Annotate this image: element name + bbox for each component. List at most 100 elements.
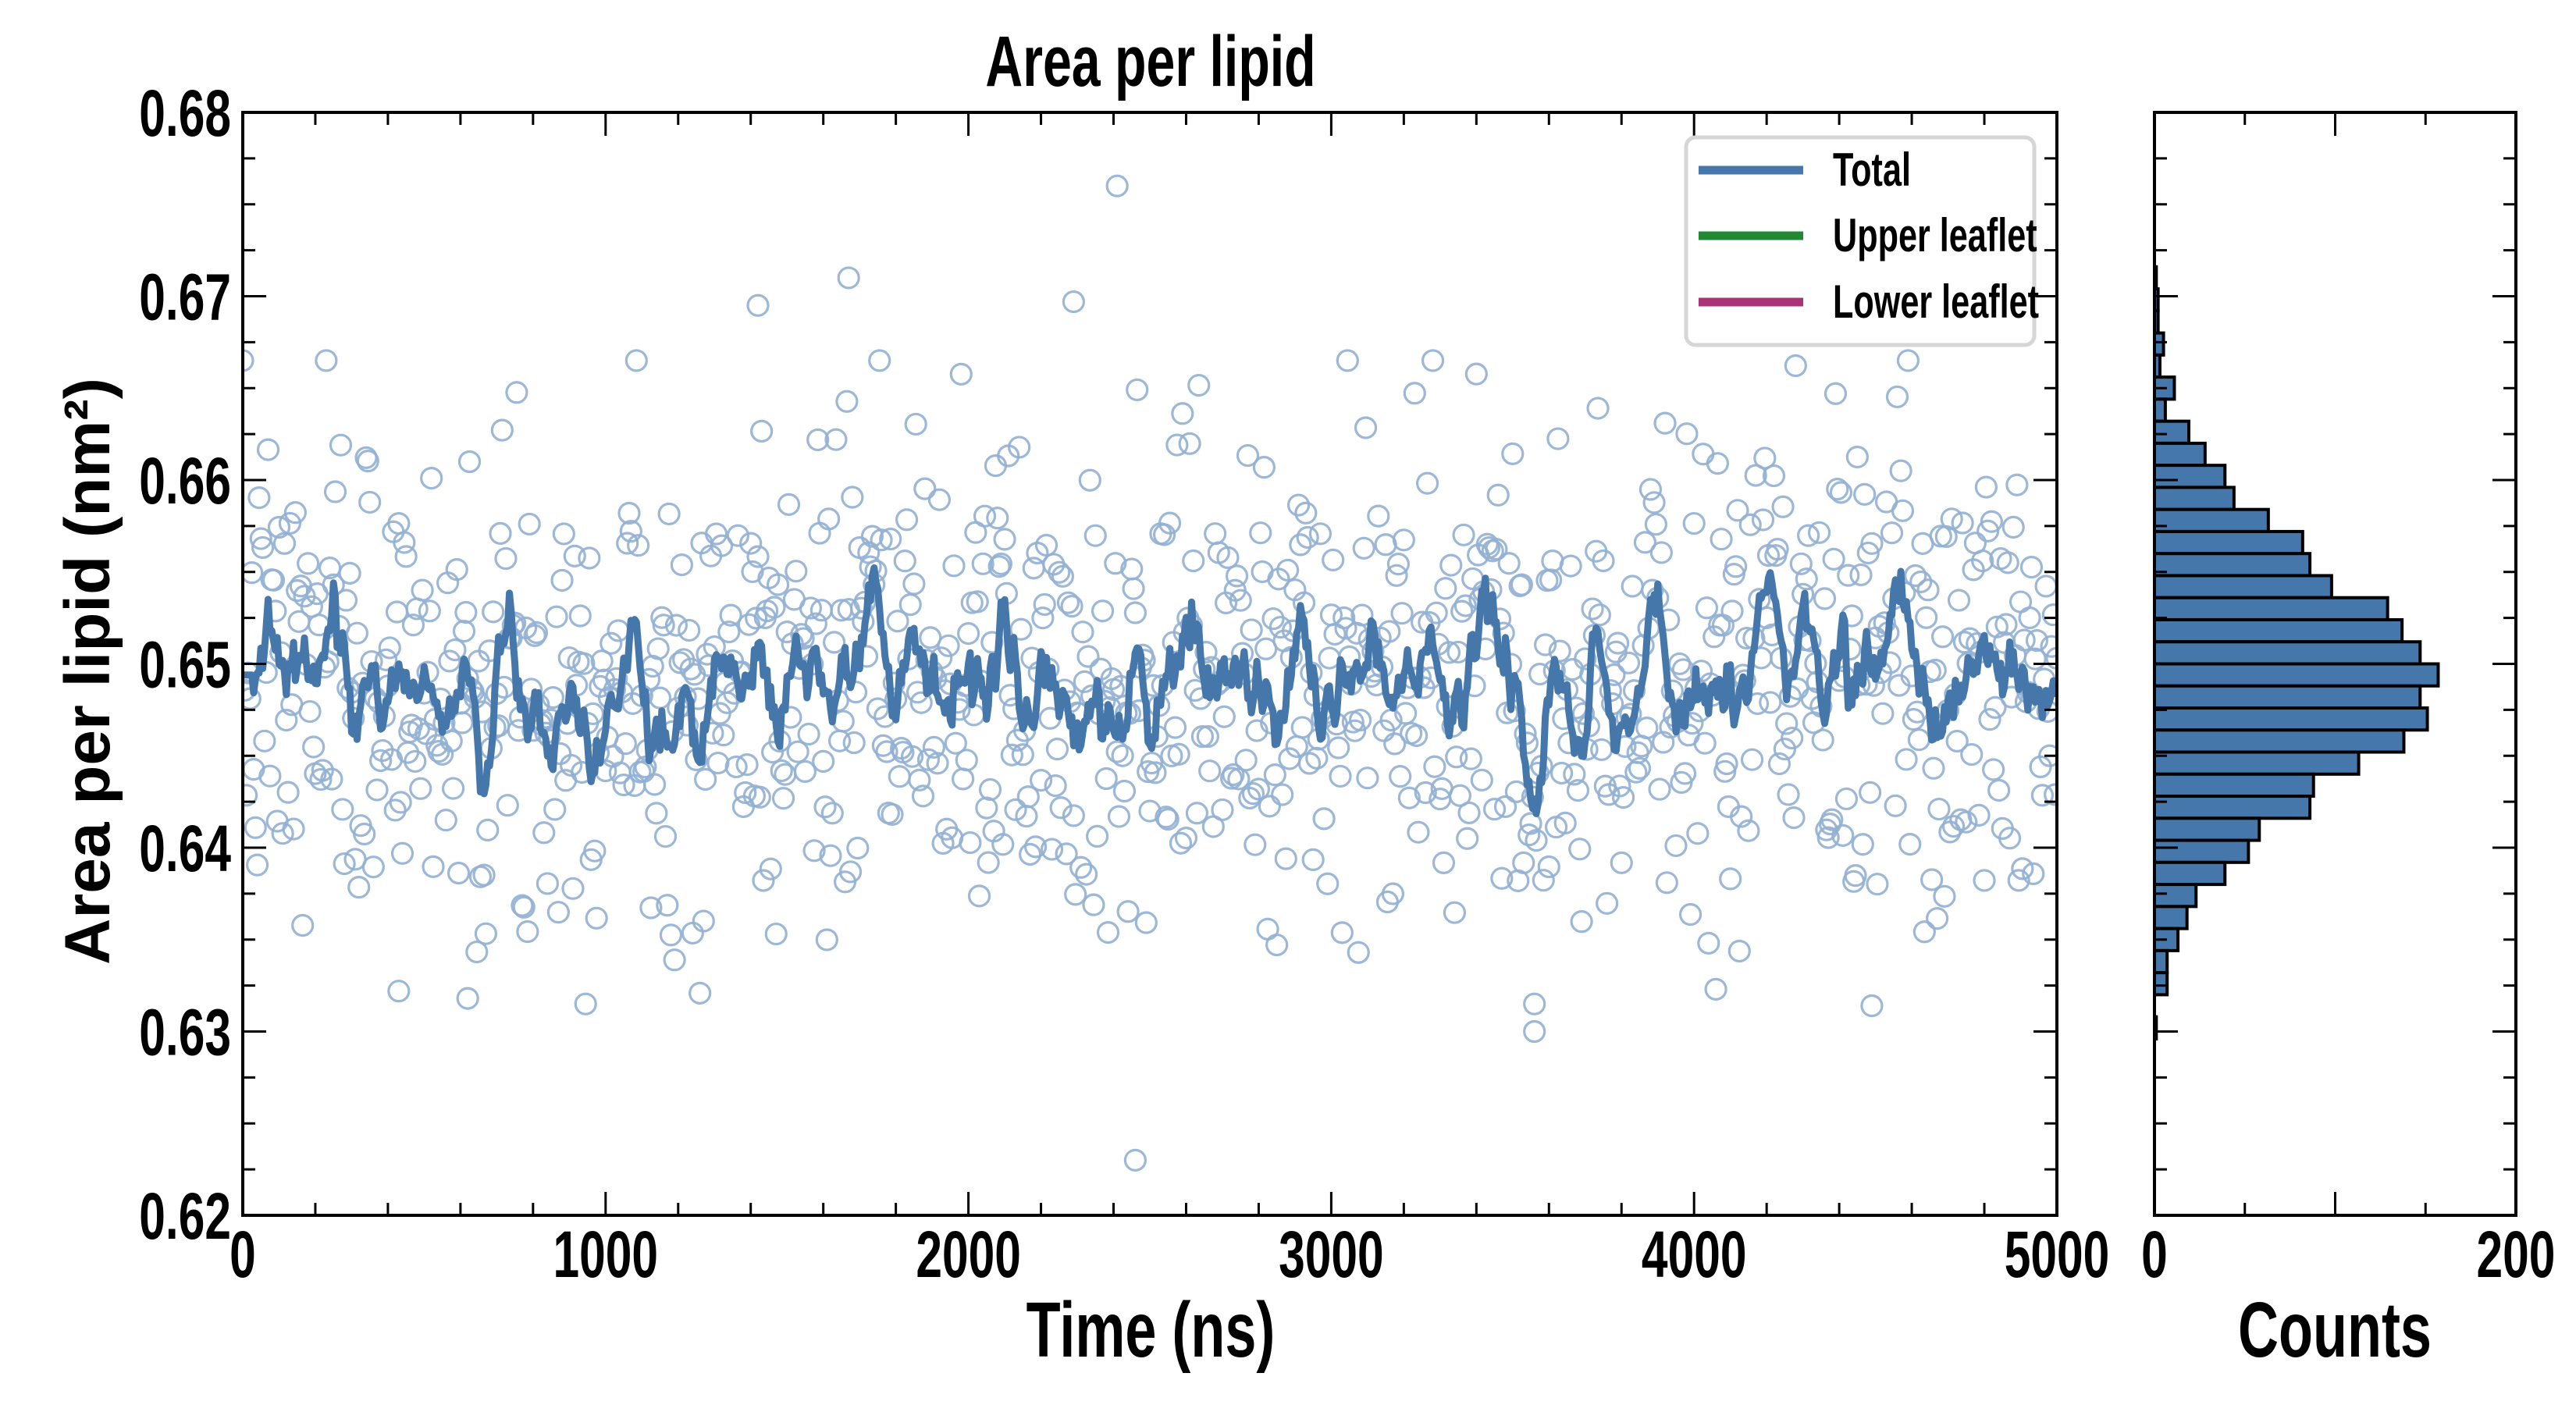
scatter-point (1450, 599, 1474, 623)
scatter-point (2023, 647, 2047, 670)
scatter-point (2007, 869, 2030, 892)
scatter-point (966, 590, 989, 614)
scatter-point (1378, 620, 1401, 643)
histogram-bar (2153, 507, 2270, 533)
scatter-point (1715, 752, 1738, 776)
scatter-point (927, 488, 952, 511)
scatter-point (844, 681, 868, 704)
scatter-point (1926, 907, 1949, 930)
scatter-point (545, 605, 568, 628)
scatter-point (390, 841, 415, 865)
scatter-point (1023, 835, 1048, 859)
scatter-point (1880, 521, 1904, 545)
scatter-point (908, 768, 931, 791)
scatter-point (1744, 464, 1767, 487)
axes-layer: 0.620.630.640.650.660.670.680 1000 2000 300… (139, 76, 2555, 1291)
scatter-point (1354, 416, 1378, 439)
scatter-point (1347, 941, 1370, 964)
scatter-point (1898, 833, 1922, 856)
scatter-point (955, 749, 978, 772)
scatter-point (815, 928, 838, 951)
scatter-point (512, 895, 535, 919)
scatter-point (2019, 555, 2044, 579)
scatter-point (1720, 599, 1744, 623)
scatter-point (1686, 822, 1710, 845)
scatter-point (1140, 751, 1163, 775)
scatter-point (1244, 833, 1267, 856)
scatter-point (652, 614, 675, 637)
scatter-point (895, 508, 919, 532)
scatter-point (1740, 748, 1764, 771)
scatter-point (1060, 595, 1083, 618)
scatter-point (978, 777, 1002, 802)
scatter-point (1211, 798, 1234, 822)
histogram-bar (2153, 684, 2422, 710)
scatter-point (1653, 411, 1677, 435)
scatter-point (717, 620, 741, 644)
scatter-point (1590, 738, 1614, 762)
scatter-point (1550, 761, 1574, 785)
scatter-point (1111, 744, 1134, 767)
scatter-point (1849, 563, 1873, 587)
scatter-point (1512, 851, 1535, 874)
scatter-point (1040, 838, 1064, 861)
scatter-point (1432, 851, 1456, 874)
scatter-point (452, 620, 476, 643)
scatter-point (1834, 787, 1859, 811)
scatter-point (1286, 493, 1311, 517)
scatter-point (1034, 533, 1059, 557)
scatter-point (302, 735, 326, 759)
scatter-point (1327, 736, 1350, 759)
scatter-point (688, 981, 712, 1005)
scatter-point (1973, 869, 1996, 892)
scatter-point (511, 894, 534, 917)
scatter-point (1268, 615, 1292, 639)
scatter-point (1727, 939, 1751, 963)
scatter-point (1222, 763, 1245, 787)
scatter-point (578, 546, 601, 570)
scatter-point (820, 802, 844, 825)
scatter-point (1523, 992, 1546, 1016)
scatter-point (1225, 564, 1249, 588)
scatter-point (786, 740, 809, 763)
scatter-point (777, 493, 801, 516)
scatter-point (653, 824, 678, 848)
scatter-point (494, 546, 518, 571)
histogram-x-tick-label: 0 (2141, 1218, 2168, 1291)
scatter-point (1044, 774, 1067, 798)
scatter-point (971, 552, 994, 575)
scatter-point (276, 781, 300, 804)
scatter-point (949, 362, 973, 386)
scatter-point (1048, 560, 1071, 584)
scatter-point (942, 554, 966, 578)
scatter-point (256, 438, 280, 461)
scatter-point (1249, 521, 1272, 545)
scatter-point (572, 652, 596, 675)
histogram-bar (2153, 397, 2167, 423)
scatter-point (823, 631, 846, 654)
scatter-point (1753, 446, 1777, 470)
scatter-point (1534, 633, 1557, 656)
scatter-point (1777, 783, 1800, 806)
scatter-point (1781, 726, 1804, 750)
scatter-point (692, 909, 715, 933)
scatter-point (1289, 533, 1312, 557)
scatter-point (1075, 863, 1098, 886)
scatter-point (309, 767, 333, 791)
scatter-point (454, 600, 478, 624)
scatter-point (1126, 378, 1149, 402)
scatter-point (624, 349, 648, 372)
scatter-point (1782, 806, 1806, 830)
scatter-point (345, 621, 369, 645)
scatter-point (1982, 758, 2005, 781)
scatter-point (1439, 553, 1463, 577)
scatter-point (1971, 549, 1994, 573)
scatter-point (445, 558, 468, 582)
scatter-point (837, 266, 860, 290)
scatter-point (472, 863, 496, 887)
scatter-point (605, 667, 628, 690)
scatter-point (664, 614, 688, 637)
scatter-point (2012, 628, 2036, 652)
scatter-point (1123, 1148, 1147, 1172)
scatter-point (704, 522, 728, 546)
